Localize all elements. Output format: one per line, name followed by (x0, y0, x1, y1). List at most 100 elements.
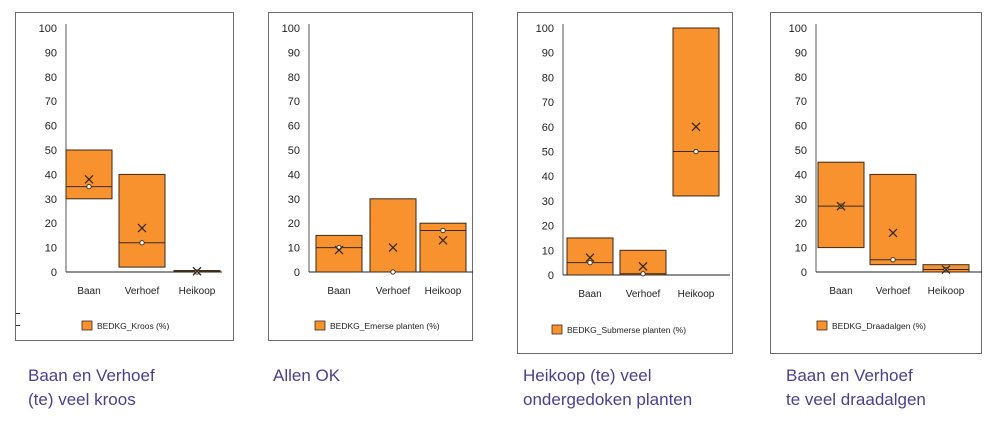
median-point (86, 183, 92, 190)
y-tick-label: 80 (45, 72, 57, 84)
caption-line: Baan en Verhoef (28, 366, 155, 385)
mean-marker (691, 122, 701, 132)
median-point (587, 259, 593, 266)
y-tick-label: 70 (542, 97, 554, 109)
y-tick-label: 20 (288, 218, 300, 230)
median-point (640, 271, 646, 277)
mean-marker (438, 235, 448, 245)
box-chart-kroos: 0 10 20 30 40 50 60 70 80 90 100 Baan Verhoef Heikoop… (39, 23, 222, 331)
x-category-label: Heikoop (425, 286, 462, 297)
y-tick-label: 0 (548, 270, 554, 282)
y-tick-label: 50 (45, 145, 57, 157)
y-tick-label: 10 (542, 245, 554, 257)
y-tick-label: 30 (288, 194, 300, 206)
y-tick-label: 20 (542, 221, 554, 233)
margin-tick-mark (16, 325, 20, 326)
y-tick-label: 90 (542, 48, 554, 60)
y-tick-label: 40 (795, 169, 807, 181)
y-tick-label: 80 (542, 72, 554, 84)
y-tick-label: 100 (282, 23, 300, 35)
legend-swatch (81, 320, 93, 331)
caption-line: ondergedoken planten (523, 390, 693, 409)
x-category-label: Verhoef (125, 286, 160, 297)
caption-line: Allen OK (273, 366, 341, 385)
mean-marker (836, 201, 846, 211)
caption-kroos: Baan en Verhoef (te) veel kroos (28, 364, 155, 412)
y-tick-label: 90 (45, 47, 57, 59)
mean-marker (888, 228, 898, 238)
y-tick-label: 20 (795, 218, 807, 230)
x-category-label: Baan (578, 289, 601, 300)
y-tick-label: 30 (542, 196, 554, 208)
x-category-label: Verhoef (376, 286, 411, 297)
box-chart-submerse: 0 10 20 30 40 50 60 70 80 90 100 Baan Verhoef Heikoop… (536, 23, 730, 335)
x-category-label: Verhoef (876, 286, 911, 297)
mean-marker (585, 253, 595, 263)
legend-label: BEDKG_Emerse planten (%) (330, 321, 440, 331)
legend-swatch (816, 320, 828, 331)
chart-panel-emerse: 0 10 20 30 40 50 60 70 80 90 100 Baan Verhoef Heikoop… (268, 12, 473, 341)
legend-swatch (314, 320, 326, 331)
y-tick-label: 50 (795, 145, 807, 157)
median-point (440, 227, 446, 234)
caption-submerse: Heikoop (te) veel ondergedoken planten (523, 364, 692, 412)
y-tick-label: 100 (536, 23, 554, 35)
y-tick-label: 20 (45, 218, 57, 230)
mean-marker (334, 245, 344, 255)
y-tick-label: 70 (288, 96, 300, 108)
caption-line: Baan en Verhoef (786, 366, 913, 385)
box (315, 234, 363, 273)
y-tick-label: 60 (288, 121, 300, 133)
y-tick-label: 100 (789, 23, 807, 35)
legend-label: BEDKG_Kroos (%) (97, 321, 169, 331)
y-tick-label: 100 (39, 23, 57, 35)
y-tick-label: 50 (542, 147, 554, 159)
legend-label: BEDKG_Draadalgen (%) (832, 321, 926, 331)
x-category-label: Baan (829, 286, 852, 297)
y-tick-label: 90 (288, 47, 300, 59)
x-category-label: Baan (77, 286, 100, 297)
box-chart-draadalgen: 0 10 20 30 40 50 60 70 80 90 100 Baan Verhoef Heikoop… (789, 23, 982, 331)
y-tick-label: 80 (288, 72, 300, 84)
mean-marker (638, 261, 648, 271)
y-tick-label: 80 (795, 72, 807, 84)
chart-panel-submerse: 0 10 20 30 40 50 60 70 80 90 100 Baan Verhoef Heikoop… (517, 12, 733, 354)
y-tick-label: 70 (795, 96, 807, 108)
caption-line: (te) veel kroos (28, 390, 136, 409)
y-tick-label: 10 (288, 243, 300, 255)
caption-line: te veel draadalgen (786, 390, 926, 409)
y-tick-label: 70 (45, 96, 57, 108)
box (672, 27, 720, 197)
mean-marker (84, 174, 94, 184)
margin-tick-mark (16, 313, 20, 314)
y-tick-label: 40 (542, 171, 554, 183)
x-category-label: Verhoef (626, 289, 661, 300)
y-tick-label: 30 (45, 194, 57, 206)
y-tick-label: 40 (45, 169, 57, 181)
y-tick-label: 60 (542, 122, 554, 134)
mean-marker (137, 223, 147, 233)
y-tick-label: 90 (795, 47, 807, 59)
box (65, 149, 113, 200)
y-tick-label: 0 (801, 267, 807, 279)
median-point (139, 240, 145, 246)
box (566, 237, 614, 276)
box-chart-emerse: 0 10 20 30 40 50 60 70 80 90 100 Baan Verhoef Heikoop… (282, 23, 473, 331)
x-category-label: Heikoop (928, 286, 965, 297)
box (619, 249, 667, 276)
chart-panel-kroos: 0 10 20 30 40 50 60 70 80 90 100 Baan Verhoef Heikoop… (15, 12, 234, 341)
median-point (693, 148, 699, 155)
y-tick-label: 60 (795, 121, 807, 133)
box (369, 198, 417, 273)
median-point (890, 257, 896, 263)
y-tick-label: 60 (45, 121, 57, 133)
y-tick-label: 40 (288, 169, 300, 181)
y-tick-label: 0 (294, 267, 300, 279)
y-tick-label: 10 (795, 243, 807, 255)
y-tick-label: 30 (795, 194, 807, 206)
box (419, 222, 467, 273)
y-tick-label: 0 (51, 267, 57, 279)
mean-marker (192, 266, 202, 276)
caption-emerse: Allen OK (273, 364, 340, 388)
mean-marker (388, 243, 398, 253)
